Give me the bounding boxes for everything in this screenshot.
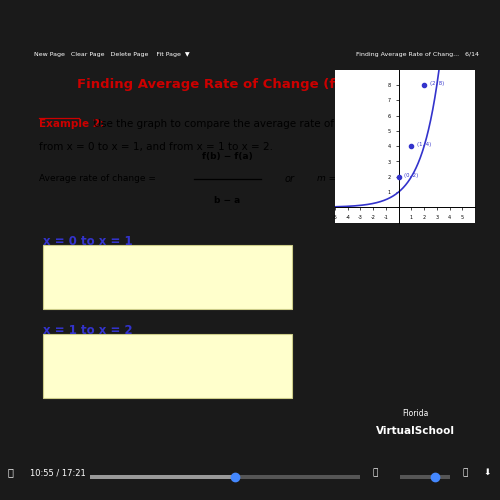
Text: (0, 2): (0, 2) <box>404 173 418 178</box>
Text: or: or <box>285 174 295 184</box>
FancyBboxPatch shape <box>44 334 292 398</box>
Text: Finding Average Rate of Chang...   6/14: Finding Average Rate of Chang... 6/14 <box>356 52 479 56</box>
Text: Florida: Florida <box>402 409 428 418</box>
Text: x = 1 to x = 2: x = 1 to x = 2 <box>44 324 133 337</box>
Text: m =: m = <box>317 174 336 183</box>
Text: ⬇: ⬇ <box>484 468 491 477</box>
FancyBboxPatch shape <box>400 475 450 478</box>
Text: Average rate of change =: Average rate of change = <box>39 174 156 183</box>
Text: ⛶: ⛶ <box>462 468 468 477</box>
Text: y₂ − y₁: y₂ − y₁ <box>359 152 390 162</box>
Text: 10:55 / 17:21: 10:55 / 17:21 <box>30 468 86 477</box>
Text: from x = 0 to x = 1, and from x = 1 to x = 2.: from x = 0 to x = 1, and from x = 1 to x… <box>39 142 273 152</box>
Text: x = 0 to x = 1: x = 0 to x = 1 <box>44 235 133 248</box>
Text: f(b) − f(a): f(b) − f(a) <box>202 152 253 162</box>
Text: Finding Average Rate of Change (from a graph): Finding Average Rate of Change (from a g… <box>77 78 433 91</box>
Text: x₂ − x₁: x₂ − x₁ <box>359 196 390 205</box>
Text: New Page   Clear Page   Delete Page    Fit Page  ▼: New Page Clear Page Delete Page Fit Page… <box>34 52 190 56</box>
FancyBboxPatch shape <box>44 244 292 308</box>
Text: VirtualSchool: VirtualSchool <box>376 426 454 436</box>
Text: b − a: b − a <box>214 196 240 205</box>
Text: ⏸: ⏸ <box>8 468 14 477</box>
Text: (1, 4): (1, 4) <box>417 142 431 147</box>
Text: (2, 8): (2, 8) <box>430 81 444 86</box>
Text: Example 2:: Example 2: <box>39 118 104 128</box>
Text: 🔊: 🔊 <box>372 468 378 477</box>
FancyBboxPatch shape <box>90 475 235 478</box>
Text: Use the graph to compare the average rate of change: Use the graph to compare the average rat… <box>87 118 376 128</box>
FancyBboxPatch shape <box>90 475 360 478</box>
